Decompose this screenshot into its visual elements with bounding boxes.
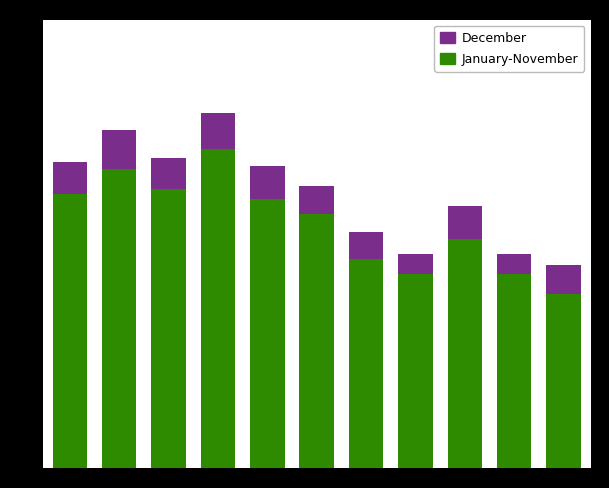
Bar [398, 254, 433, 274]
Bar [300, 214, 334, 468]
Legend: December, January-November: December, January-November [434, 26, 585, 72]
Bar [250, 166, 284, 199]
Bar [300, 186, 334, 214]
Bar [151, 189, 186, 468]
Bar [102, 130, 136, 169]
Bar [398, 274, 433, 468]
Bar [349, 232, 383, 259]
Bar [448, 206, 482, 239]
Bar [200, 149, 235, 468]
Bar [102, 169, 136, 468]
Bar [497, 254, 532, 274]
Bar [250, 199, 284, 468]
Bar [52, 162, 87, 194]
Bar [546, 294, 581, 468]
Bar [151, 158, 186, 189]
Bar [349, 259, 383, 468]
Bar [546, 265, 581, 294]
Bar [200, 113, 235, 149]
Bar [497, 274, 532, 468]
Bar [52, 194, 87, 468]
Bar [448, 239, 482, 468]
